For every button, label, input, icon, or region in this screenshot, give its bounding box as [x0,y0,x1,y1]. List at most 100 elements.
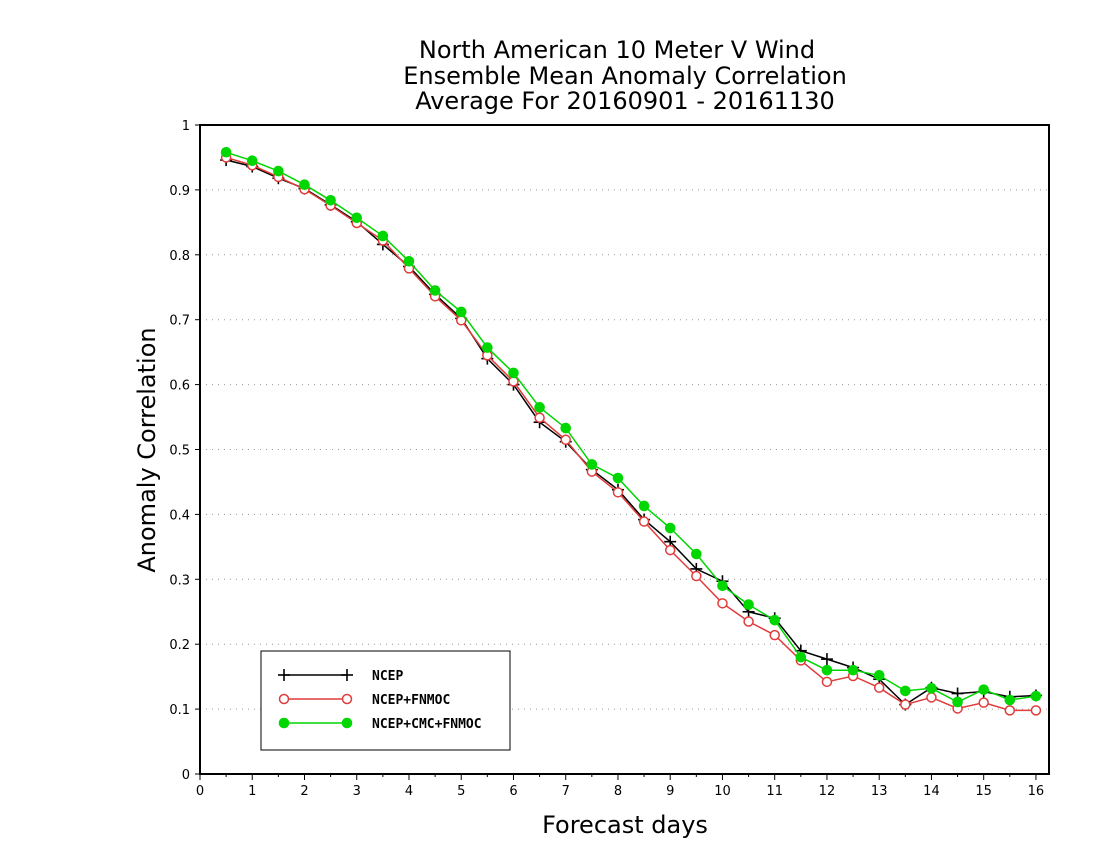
x-tick-label: 13 [871,784,888,799]
x-tick-label: 4 [405,784,413,799]
data-point [795,651,807,663]
data-point [429,285,441,296]
y-axis: 0 0.1 0.2 0.3 0.4 0.5 0.6 0.7 0.8 0.9 1 [169,119,200,783]
data-point [873,670,885,681]
data-point [638,500,650,512]
legend-entry: NCEP [278,669,403,684]
series-line [225,159,1036,706]
y-tick-label: 0.6 [169,379,190,394]
x-tick-label: 7 [562,784,570,799]
data-point [691,548,702,560]
data-point [978,697,989,708]
data-point [508,367,519,379]
x-tick-label: 14 [923,784,940,799]
y-axis-title: Anomaly Correlation [133,327,161,572]
data-point [821,664,833,676]
legend-entry: NCEP+FNMOC [278,693,450,708]
legend-marker [341,717,353,729]
x-axis: 0 1 2 3 4 5 6 7 8 9 10 11 12 13 14 15 16 [196,774,1044,799]
y-tick-label: 0.8 [169,249,190,264]
y-tick-label: 1 [182,119,190,134]
series-1 [220,152,1042,716]
y-tick-label: 0.7 [169,314,190,329]
x-axis-title: Forecast days [542,811,708,839]
x-tick-label: 1 [248,784,256,799]
x-tick-label: 5 [457,784,465,799]
y-tick-label: 0.3 [169,573,190,588]
data-point [534,402,545,413]
series-0 [220,154,1042,711]
legend-marker [341,693,353,705]
legend-label: NCEP [372,669,403,684]
data-point [220,146,232,158]
data-point [978,684,989,695]
x-tick-label: 9 [666,784,674,799]
legend-label: NCEP+CMC+FNMOC [372,717,482,732]
data-point [351,212,363,224]
x-tick-label: 16 [1028,784,1045,799]
series-line [225,156,1036,712]
data-point [743,616,754,627]
legend-box [260,650,511,751]
y-tick-label: 0.1 [169,703,190,718]
x-tick-label: 0 [196,784,204,799]
data-point [769,614,781,626]
data-point [299,179,310,191]
legend-label: NCEP+FNMOC [372,693,450,708]
x-tick-label: 2 [300,784,308,799]
data-point [403,255,415,267]
title-line-3: Average For 20160901 - 20161130 [415,87,835,115]
y-tick-label: 0.5 [169,444,190,459]
data-point [821,676,833,688]
series-group [220,146,1042,716]
data-point [560,434,571,446]
data-point [664,544,676,556]
data-point [952,696,963,708]
legend-marker [278,669,290,681]
y-tick-label: 0.4 [169,508,190,523]
data-point [1030,705,1042,716]
data-point [873,682,885,693]
legend-marker [278,693,290,705]
y-tick-label: 0 [182,768,190,783]
legend: NCEP NCEP+FNMOC NCEP+CMC+FNMOC [260,650,511,751]
data-point [769,629,780,641]
data-point [455,306,467,318]
data-point [900,685,911,697]
title-line-1: North American 10 Meter V Wind [419,36,815,64]
data-point [900,699,911,710]
data-point [612,487,624,498]
x-tick-label: 3 [353,784,361,799]
x-tick-label: 6 [509,784,517,799]
data-point [638,516,650,527]
data-point [534,412,545,423]
legend-marker [341,669,353,681]
x-tick-label: 10 [714,784,731,799]
chart-title: North American 10 Meter V Wind Ensemble … [403,36,847,115]
data-point [560,422,572,434]
data-point [1004,694,1016,706]
data-point [717,580,728,592]
legend-entry: NCEP+CMC+FNMOC [278,717,482,732]
data-point [377,230,389,242]
x-tick-label: 15 [975,784,992,799]
x-tick-label: 11 [766,784,783,799]
data-point [612,472,624,484]
data-point [273,165,284,177]
data-point [325,194,336,206]
y-tick-label: 0.2 [169,638,190,653]
data-point [926,683,937,694]
data-point [717,598,728,609]
data-point [743,599,754,610]
data-point [1004,705,1016,716]
x-tick-label: 12 [819,784,836,799]
series-2 [220,146,1042,708]
data-point [820,653,833,666]
x-tick-label: 8 [614,784,622,799]
data-point [1030,690,1042,702]
data-point [586,459,598,470]
data-point [926,692,937,703]
data-point [691,570,702,582]
y-tick-label: 0.9 [169,184,190,199]
